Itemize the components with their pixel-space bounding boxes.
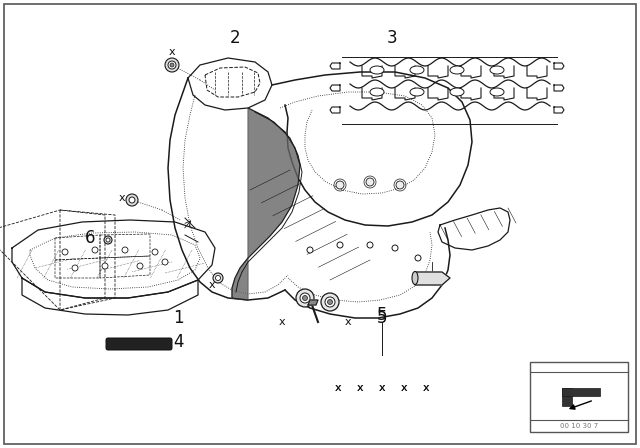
Ellipse shape xyxy=(370,88,384,96)
Ellipse shape xyxy=(450,88,464,96)
Circle shape xyxy=(129,197,135,203)
Text: x: x xyxy=(356,383,364,393)
Circle shape xyxy=(414,89,420,95)
Circle shape xyxy=(102,263,108,269)
Text: x: x xyxy=(429,277,435,287)
Circle shape xyxy=(104,236,112,244)
Ellipse shape xyxy=(370,66,384,74)
Circle shape xyxy=(307,247,313,253)
Circle shape xyxy=(152,249,158,255)
Circle shape xyxy=(213,273,223,283)
Circle shape xyxy=(162,259,168,265)
Circle shape xyxy=(126,194,138,206)
Text: 4: 4 xyxy=(173,333,183,351)
Text: x: x xyxy=(335,383,341,393)
Circle shape xyxy=(336,181,344,189)
Circle shape xyxy=(494,67,500,73)
Circle shape xyxy=(374,67,380,73)
Ellipse shape xyxy=(410,66,424,74)
Ellipse shape xyxy=(450,66,464,74)
Text: x: x xyxy=(335,383,341,393)
Circle shape xyxy=(328,300,333,305)
Text: x: x xyxy=(209,280,215,290)
Ellipse shape xyxy=(490,88,504,96)
Circle shape xyxy=(396,181,404,189)
Text: x: x xyxy=(401,383,407,393)
Text: 00 10 30 7: 00 10 30 7 xyxy=(560,423,598,429)
Circle shape xyxy=(374,89,380,95)
Circle shape xyxy=(106,238,110,242)
Text: x: x xyxy=(356,383,364,393)
Circle shape xyxy=(165,58,179,72)
Circle shape xyxy=(367,242,373,248)
Text: 2: 2 xyxy=(230,29,240,47)
Text: x: x xyxy=(401,383,407,393)
Text: x: x xyxy=(169,47,175,57)
Text: x: x xyxy=(422,383,429,393)
Text: x: x xyxy=(278,317,285,327)
FancyBboxPatch shape xyxy=(106,338,172,350)
Text: x: x xyxy=(379,383,385,393)
Circle shape xyxy=(62,249,68,255)
Polygon shape xyxy=(232,108,300,300)
Circle shape xyxy=(303,296,307,301)
Text: 1: 1 xyxy=(173,309,183,327)
Circle shape xyxy=(392,245,398,251)
Text: x: x xyxy=(379,383,385,393)
Circle shape xyxy=(366,178,374,186)
Ellipse shape xyxy=(412,271,418,284)
Circle shape xyxy=(415,255,421,261)
Bar xyxy=(562,388,572,406)
Circle shape xyxy=(454,89,460,95)
Text: 3: 3 xyxy=(387,29,397,47)
Text: x: x xyxy=(422,383,429,393)
Circle shape xyxy=(137,263,143,269)
Circle shape xyxy=(321,293,339,311)
Ellipse shape xyxy=(410,88,424,96)
Text: x: x xyxy=(118,193,125,203)
Polygon shape xyxy=(415,272,450,285)
Circle shape xyxy=(300,293,310,303)
Circle shape xyxy=(92,247,98,253)
Bar xyxy=(530,362,628,432)
Circle shape xyxy=(170,63,174,67)
Polygon shape xyxy=(308,300,318,305)
Circle shape xyxy=(216,276,221,280)
Text: 5: 5 xyxy=(377,306,387,324)
Circle shape xyxy=(72,265,78,271)
Circle shape xyxy=(168,61,176,69)
Text: x: x xyxy=(345,317,351,327)
Ellipse shape xyxy=(490,66,504,74)
Circle shape xyxy=(122,247,128,253)
Circle shape xyxy=(296,289,314,307)
Bar xyxy=(562,388,600,396)
Circle shape xyxy=(454,67,460,73)
Circle shape xyxy=(337,242,343,248)
Text: 5: 5 xyxy=(377,309,387,327)
Circle shape xyxy=(414,67,420,73)
Circle shape xyxy=(325,297,335,307)
Text: 6: 6 xyxy=(84,229,95,247)
Circle shape xyxy=(494,89,500,95)
